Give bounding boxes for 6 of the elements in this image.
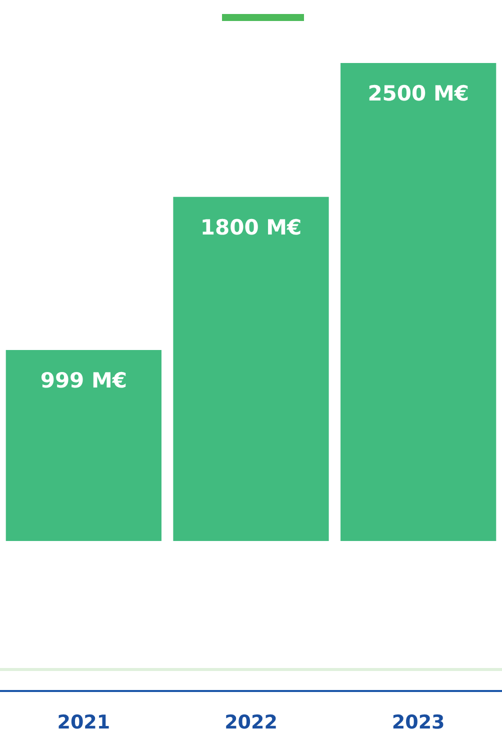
data-label: 1800 M€ [200, 215, 302, 240]
x-tick-label: 2022 [224, 711, 278, 734]
x-tick-label: 2023 [392, 711, 445, 734]
data-label: 999 M€ [40, 368, 127, 392]
data-label: 2500 M€ [368, 81, 469, 106]
x-tick-label: 2021 [57, 711, 110, 734]
